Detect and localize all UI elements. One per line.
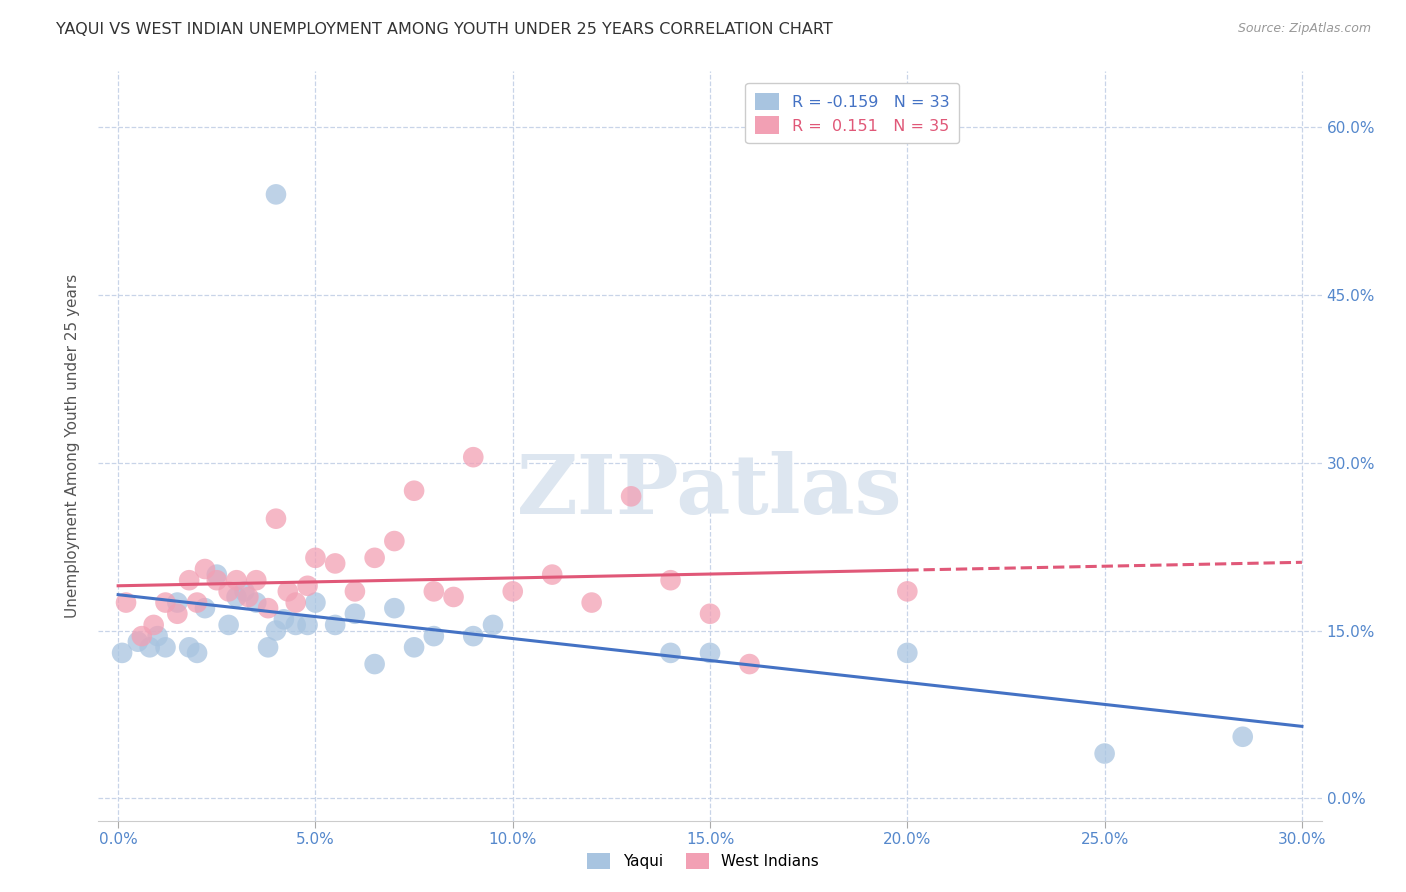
Legend: Yaqui, West Indians: Yaqui, West Indians xyxy=(581,847,825,875)
Point xyxy=(304,596,326,610)
Point xyxy=(482,618,505,632)
Point xyxy=(273,612,295,626)
Point xyxy=(363,657,385,671)
Text: Source: ZipAtlas.com: Source: ZipAtlas.com xyxy=(1237,22,1371,36)
Text: ZIPatlas: ZIPatlas xyxy=(517,451,903,531)
Text: YAQUI VS WEST INDIAN UNEMPLOYMENT AMONG YOUTH UNDER 25 YEARS CORRELATION CHART: YAQUI VS WEST INDIAN UNEMPLOYMENT AMONG … xyxy=(56,22,832,37)
Point xyxy=(225,590,247,604)
Point xyxy=(423,584,446,599)
Point xyxy=(896,584,918,599)
Point xyxy=(142,618,165,632)
Point xyxy=(463,450,485,465)
Point xyxy=(264,511,287,525)
Legend: R = -0.159   N = 33, R =  0.151   N = 35: R = -0.159 N = 33, R = 0.151 N = 35 xyxy=(745,83,959,144)
Point xyxy=(541,567,564,582)
Point xyxy=(218,584,240,599)
Point xyxy=(463,629,485,643)
Point xyxy=(155,640,177,655)
Point xyxy=(179,640,201,655)
Point xyxy=(382,534,405,549)
Point xyxy=(146,629,169,643)
Point xyxy=(423,629,446,643)
Point xyxy=(659,646,682,660)
Point xyxy=(620,489,643,503)
Point xyxy=(205,567,228,582)
Point xyxy=(238,590,260,604)
Point xyxy=(699,646,721,660)
Point xyxy=(245,573,267,587)
Point xyxy=(186,596,208,610)
Point xyxy=(233,584,256,599)
Point xyxy=(166,596,188,610)
Point xyxy=(1094,747,1116,761)
Point xyxy=(257,640,280,655)
Point xyxy=(304,550,326,565)
Point xyxy=(297,579,319,593)
Point xyxy=(404,640,426,655)
Point xyxy=(131,629,153,643)
Point xyxy=(699,607,721,621)
Point xyxy=(225,573,247,587)
Point xyxy=(194,601,217,615)
Point xyxy=(343,607,366,621)
Point xyxy=(297,618,319,632)
Point xyxy=(205,573,228,587)
Point xyxy=(115,596,138,610)
Point xyxy=(382,601,405,615)
Point xyxy=(264,624,287,638)
Point xyxy=(257,601,280,615)
Point xyxy=(896,646,918,660)
Point xyxy=(284,596,307,610)
Point xyxy=(502,584,524,599)
Y-axis label: Unemployment Among Youth under 25 years: Unemployment Among Youth under 25 years xyxy=(65,274,80,618)
Point xyxy=(179,573,201,587)
Point xyxy=(659,573,682,587)
Point xyxy=(343,584,366,599)
Point xyxy=(284,618,307,632)
Point xyxy=(186,646,208,660)
Point xyxy=(127,634,149,648)
Point xyxy=(1232,730,1254,744)
Point xyxy=(194,562,217,576)
Point xyxy=(277,584,299,599)
Point xyxy=(323,618,346,632)
Point xyxy=(155,596,177,610)
Point xyxy=(218,618,240,632)
Point xyxy=(443,590,465,604)
Point xyxy=(245,596,267,610)
Point xyxy=(323,557,346,571)
Point xyxy=(738,657,761,671)
Point xyxy=(581,596,603,610)
Point xyxy=(138,640,160,655)
Point xyxy=(166,607,188,621)
Point xyxy=(111,646,134,660)
Point xyxy=(363,550,385,565)
Point xyxy=(264,187,287,202)
Point xyxy=(404,483,426,498)
